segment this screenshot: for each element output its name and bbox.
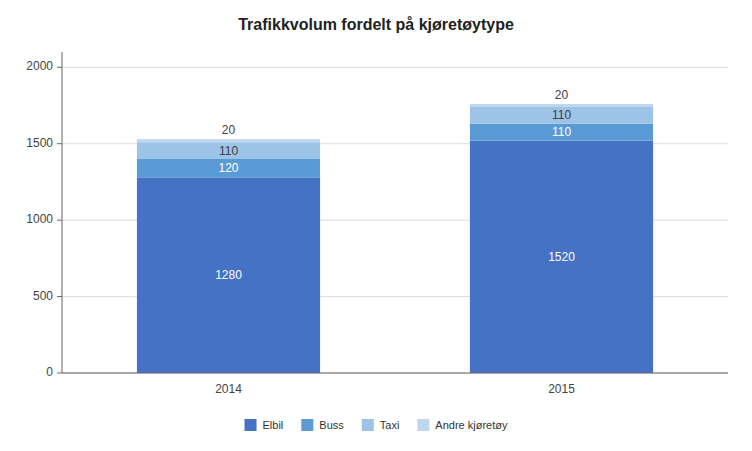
y-tick-label: 0 bbox=[46, 365, 53, 379]
grid-line bbox=[62, 373, 728, 374]
bar-segment bbox=[137, 139, 320, 142]
data-label: 110 bbox=[219, 144, 238, 158]
chart-container: Trafikkvolum fordelt på kjøretøytype 0 500… bbox=[0, 0, 752, 451]
legend-swatch bbox=[245, 419, 257, 431]
data-label: 20 bbox=[555, 88, 569, 102]
y-tick-label: 2000 bbox=[26, 59, 53, 73]
bar-segment bbox=[470, 124, 653, 141]
y-tick bbox=[57, 143, 62, 144]
data-labels: 1280 1520 120 110 110 110 20 20 bbox=[215, 88, 575, 282]
bar-segment bbox=[137, 142, 320, 159]
legend-swatch bbox=[362, 419, 374, 431]
x-tick-label: 2015 bbox=[548, 382, 575, 396]
chart-svg: Trafikkvolum fordelt på kjøretøytype 0 500… bbox=[0, 0, 752, 451]
bar-segment bbox=[470, 107, 653, 124]
data-label: 110 bbox=[552, 125, 571, 139]
y-tick-label: 500 bbox=[33, 289, 53, 303]
legend-label: Taxi bbox=[380, 419, 400, 431]
legend-item: Buss bbox=[301, 419, 344, 431]
y-tick bbox=[57, 67, 62, 68]
x-tick-label: 2014 bbox=[215, 382, 242, 396]
y-tick bbox=[57, 296, 62, 297]
title: Trafikkvolum fordelt på kjøretøytype bbox=[238, 16, 514, 33]
bars bbox=[137, 104, 653, 373]
bar-segment bbox=[470, 141, 653, 373]
y-tick-label: 1500 bbox=[26, 136, 53, 150]
legend-swatch bbox=[417, 419, 429, 431]
data-label: 120 bbox=[218, 161, 238, 175]
legend: Elbil Buss Taxi Andre kjøretøy bbox=[245, 419, 508, 431]
x-axis-line bbox=[62, 373, 728, 374]
legend-item: Taxi bbox=[362, 419, 400, 431]
grid bbox=[62, 67, 728, 373]
y-tick-label: 1000 bbox=[26, 212, 53, 226]
data-label: 110 bbox=[552, 108, 571, 122]
legend-label: Buss bbox=[319, 419, 344, 431]
legend-label: Andre kjøretøy bbox=[435, 419, 508, 431]
data-label: 20 bbox=[222, 123, 236, 137]
y-tick bbox=[57, 373, 62, 374]
legend-item: Elbil bbox=[245, 419, 284, 431]
data-label: 1280 bbox=[215, 268, 242, 282]
legend-swatch bbox=[301, 419, 313, 431]
legend-label: Elbil bbox=[263, 419, 284, 431]
bar-segment bbox=[137, 177, 320, 373]
bar-segment bbox=[470, 104, 653, 107]
bar-segment bbox=[137, 159, 320, 177]
y-axis-line bbox=[62, 52, 63, 373]
data-label: 1520 bbox=[548, 250, 575, 264]
y-tick bbox=[57, 220, 62, 221]
legend-item: Andre kjøretøy bbox=[417, 419, 508, 431]
grid-line bbox=[62, 67, 728, 68]
